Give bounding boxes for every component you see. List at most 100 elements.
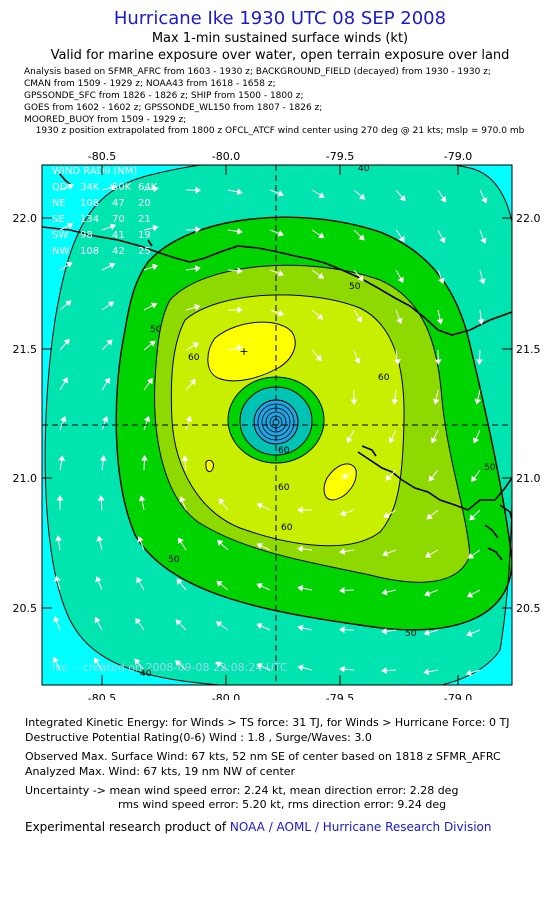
- wind-radii-value: 108: [80, 246, 99, 257]
- wind-arrow-head: [218, 498, 225, 505]
- wind-arrow-head: [397, 276, 404, 284]
- wind-arrow-head: [53, 616, 60, 623]
- analysis-line: CMAN from 1509 - 1929 z; NOAA43 from 161…: [24, 79, 276, 89]
- contour-label: 60: [378, 373, 390, 383]
- analysis-line: GPSSONDE_SFC from 1826 - 1826 z; SHIP fr…: [24, 91, 304, 101]
- wind-arrow-head: [399, 195, 406, 202]
- cuba-north-coast: [42, 226, 512, 336]
- wind-arrow-head: [102, 415, 109, 423]
- wind-radii-quadrant: SW: [52, 230, 68, 241]
- wind-arrow-head: [146, 377, 153, 385]
- wind-arrow-head: [277, 309, 285, 317]
- wind-arrow-head: [106, 339, 113, 346]
- wind-arrow-head: [236, 228, 243, 235]
- latitude-tick-label: 21.5: [13, 343, 38, 356]
- axis-ticks: [42, 165, 512, 685]
- wind-arrow-head: [152, 224, 159, 232]
- wind-arrow-head: [477, 319, 485, 325]
- wind-arrow-head: [476, 359, 483, 365]
- contour-label: 60: [188, 353, 200, 363]
- eye-contour-ring: [265, 411, 287, 433]
- wind-arrow-head: [398, 235, 405, 243]
- contour-line-60kt: [170, 294, 405, 547]
- wind-arrow-head: [138, 495, 146, 502]
- wind-arrow-head: [135, 617, 142, 625]
- wind-arrow-head: [236, 188, 243, 196]
- wind-arrow-head: [176, 578, 183, 585]
- wind-arrow-head: [277, 230, 284, 237]
- contour-line-55kt: [154, 264, 471, 583]
- wind-arrow-head: [107, 301, 115, 308]
- wind-arrow-head: [195, 226, 201, 233]
- wind-arrow-head: [189, 378, 196, 386]
- cay-outline: [484, 524, 499, 539]
- wind-arrow-head: [318, 192, 325, 198]
- wind-arrow-head: [339, 587, 345, 594]
- longitude-tick-label: -80.5: [88, 692, 116, 700]
- wind-arrow-head: [151, 263, 159, 271]
- wind-arrow-head: [179, 496, 186, 503]
- wind-arrow-head: [256, 582, 263, 590]
- wind-arrow-head: [480, 237, 487, 244]
- wind-arrow-head: [439, 236, 446, 244]
- wind-arrow-head: [194, 265, 201, 273]
- wind-arrow-head: [381, 667, 387, 674]
- wind-arrow-head: [150, 302, 158, 309]
- wind-arrow-head: [424, 590, 431, 597]
- wind-arrow-head: [97, 495, 105, 501]
- wind-arrow-head: [52, 656, 59, 664]
- wind-radii-value: 47: [112, 198, 125, 209]
- wind-arrow-head: [237, 306, 243, 314]
- page-title: Hurricane Ike 1930 UTC 08 SEP 2008: [113, 8, 447, 29]
- wind-radii-quadrant: NE: [52, 198, 66, 209]
- wind-arrow-head: [339, 548, 346, 555]
- wind-radii-table: WIND RADII (NM) QD 34K 50K 64K NE 108 47 20 SE 13…: [52, 166, 158, 257]
- wind-radii-value: 25: [138, 246, 151, 257]
- wind-arrow-head: [472, 437, 480, 444]
- wind-radii-value: 64K: [138, 182, 158, 193]
- hrd-link[interactable]: NOAA / AOML / Hurricane Research Divisio…: [229, 820, 492, 834]
- wind-arrow-head: [277, 190, 284, 197]
- wind-arrow-head: [354, 357, 361, 365]
- wind-arrow-head: [236, 344, 243, 352]
- contour-lines: [44, 165, 512, 685]
- latitude-tick-label: 20.5: [516, 602, 541, 615]
- wind-vectors: [52, 183, 488, 677]
- wind-arrow-head: [357, 275, 364, 282]
- wind-arrow-head: [318, 232, 325, 239]
- cay-outline: [147, 239, 153, 247]
- plot-frame: [41, 164, 513, 686]
- contour-line-50kt: [115, 216, 512, 631]
- longitude-labels-top: -80.5 -80.0 -79.5 -79.0: [88, 150, 472, 163]
- exposure-note: Valid for marine exposure over water, op…: [50, 48, 510, 63]
- wind-arrow-head: [388, 437, 395, 444]
- wind-arrow-head: [434, 359, 442, 365]
- longitude-tick-label: -80.0: [212, 692, 240, 700]
- longitude-tick-label: -79.5: [326, 692, 354, 700]
- wind-radii-value: 108: [80, 198, 99, 209]
- longitude-tick-label: -79.5: [326, 150, 354, 163]
- wind-arrow-head: [339, 665, 345, 673]
- latitude-labels-right: 22.0 21.5 21.0 20.5: [516, 212, 541, 615]
- wind-arrow-head: [423, 668, 430, 676]
- wind-arrow-head: [104, 377, 111, 384]
- longitude-tick-label: -80.0: [212, 150, 240, 163]
- wind-arrow-head: [297, 624, 304, 632]
- longitude-labels-bottom: -80.5 -80.0 -79.5 -79.0: [88, 692, 472, 700]
- cay-outline: [361, 445, 377, 457]
- wind-arrow-head: [474, 398, 482, 405]
- wind-radii-value: 134: [80, 214, 99, 225]
- analysis-line: MOORED_BUOY from 1509 - 1929 z;: [24, 115, 187, 125]
- wind-arrow-head: [315, 354, 322, 362]
- latitude-tick-label: 22.0: [13, 212, 38, 225]
- wind-arrow-head: [277, 270, 285, 277]
- wind-arrow-head: [237, 267, 243, 275]
- wind-arrow-head: [396, 317, 403, 324]
- wind-arrow-head: [95, 576, 102, 583]
- latitude-tick-label: 20.5: [13, 602, 38, 615]
- contour-label: 50: [484, 463, 496, 473]
- wind-arrow-head: [317, 313, 324, 320]
- wind-arrow-head: [356, 316, 363, 323]
- wind-arrow-head: [256, 542, 263, 550]
- wind-arrow-head: [56, 495, 64, 501]
